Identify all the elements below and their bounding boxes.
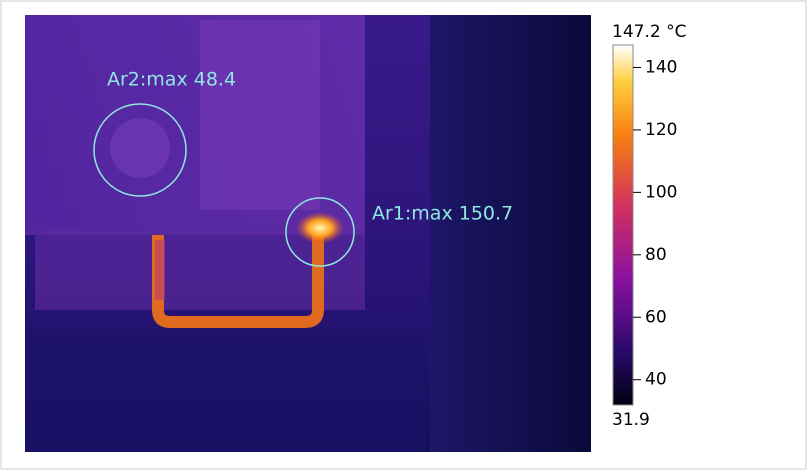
annotation-label: Ar1:max 150.7	[372, 203, 513, 225]
color-scale	[612, 44, 634, 406]
scale-tick-label: 40	[645, 370, 667, 390]
annotation-label: Ar2:max 48.4	[107, 69, 236, 91]
scale-min-label: 31.9	[612, 410, 650, 430]
thermal-image: Ar2:max 48.4 Ar1:max 150.7	[25, 15, 591, 452]
scale-tick-label: 60	[645, 307, 667, 327]
scale-tick-label: 140	[645, 57, 677, 77]
scale-tick-label: 100	[645, 182, 677, 202]
scale-tick-label: 80	[645, 245, 667, 265]
scale-max-label: 147.2 °C	[612, 22, 686, 42]
scale-tick-label: 120	[645, 120, 677, 140]
